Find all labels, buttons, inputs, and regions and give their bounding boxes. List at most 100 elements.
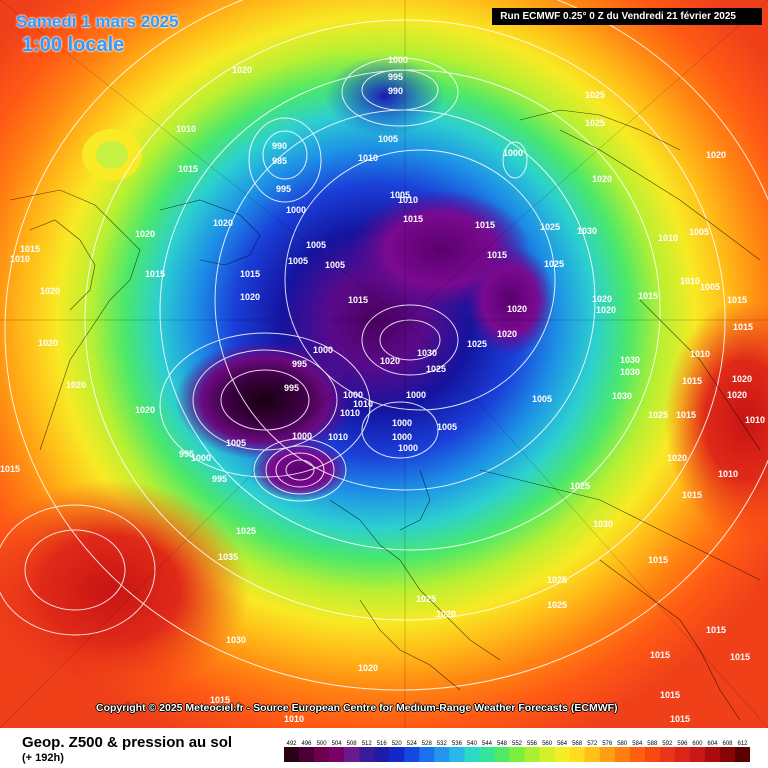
isobar-label: 1025	[467, 339, 487, 349]
legend-swatch	[735, 747, 750, 762]
isobar-label: 1025	[648, 410, 668, 420]
isobar-label: 1010	[398, 195, 418, 205]
isobar-label: 1030	[620, 355, 640, 365]
isobar-label: 1000	[313, 345, 333, 355]
isobar-label: 1015	[638, 291, 658, 301]
legend-tick-label: 512	[362, 741, 373, 747]
isobar-label: 1015	[650, 650, 670, 660]
legend-swatch	[389, 747, 405, 762]
isobar-label: 1000	[503, 148, 523, 158]
legend-tick-label: 572	[587, 741, 598, 747]
isobar-label: 1000	[388, 55, 408, 65]
legend-tick-label: 596	[677, 741, 688, 747]
north-blue-low	[325, 56, 445, 136]
legend-tick-label: 508	[347, 741, 358, 747]
legend-swatch	[509, 747, 525, 762]
isobar-label: 1020	[727, 390, 747, 400]
isobar-label: 1000	[406, 390, 426, 400]
legend-tick-label: 536	[452, 741, 463, 747]
isobar-label: 1015	[682, 490, 702, 500]
color-scale-legend: 492 496 500 504 508 512 516 520 524 528 532 536 540 5…	[284, 741, 750, 762]
legend-tick-label: 532	[437, 741, 448, 747]
isobar-label: 1015	[240, 269, 260, 279]
isobar-label: 1020	[232, 65, 252, 75]
polar-map: 1000 995 990 990 985 995 1000 1005 1010 …	[0, 0, 768, 728]
isobar-label: 1000	[191, 453, 211, 463]
isobar-label: 1010	[353, 399, 373, 409]
isobar-label: 995	[276, 184, 291, 194]
isobar-label: 1020	[135, 405, 155, 415]
legend-swatch	[629, 747, 646, 762]
legend-swatch	[689, 747, 706, 762]
isobar-label: 1005	[689, 227, 709, 237]
isobar-label: 1015	[475, 220, 495, 230]
isobar-label: 1015	[145, 269, 165, 279]
isobar-label: 1010	[10, 254, 30, 264]
isobar-label: 1005	[325, 260, 345, 270]
legend-swatch	[344, 747, 360, 762]
isobar-label: 1020	[436, 609, 456, 619]
isobar-label: 1020	[497, 329, 517, 339]
legend-swatch	[329, 747, 345, 762]
legend-tick-label: 560	[542, 741, 553, 747]
legend-tick-label: 600	[692, 741, 703, 747]
isobar-label: 1000	[398, 443, 418, 453]
isobar-label: 995	[179, 449, 194, 459]
legend-tick-label: 544	[482, 741, 493, 747]
isobar-label: 1015	[676, 410, 696, 420]
legend-tick-label: 612	[737, 741, 748, 747]
isobar-label: 1010	[718, 469, 738, 479]
isobar-label: 1010	[328, 432, 348, 442]
isobar-label: 1020	[240, 292, 260, 302]
legend-tick-label: 592	[662, 741, 673, 747]
legend-tick-label: 588	[647, 741, 658, 747]
isobar-label: 1030	[417, 348, 437, 358]
legend-swatch	[539, 747, 555, 762]
isobar-label: 1020	[667, 453, 687, 463]
legend-swatch	[479, 747, 495, 762]
legend-swatch	[644, 747, 661, 762]
legend-swatch	[464, 747, 480, 762]
isobar-label: 1025	[570, 481, 590, 491]
isobar-label: 1020	[380, 356, 400, 366]
isobar-label: 985	[272, 156, 287, 166]
legend-swatch	[704, 747, 721, 762]
legend-tick-label: 496	[301, 741, 312, 747]
legend-tick-label: 528	[422, 741, 433, 747]
legend-tick-label: 520	[392, 741, 403, 747]
isobar-label: 1025	[236, 526, 256, 536]
isobar-label: 1005	[437, 422, 457, 432]
isobar-label: 1000	[286, 205, 306, 215]
legend-tick-label: 540	[467, 741, 478, 747]
legend-swatch	[659, 747, 676, 762]
isobar-label: 1005	[532, 394, 552, 404]
legend-swatch	[584, 747, 601, 762]
legend-tick-label: 492	[286, 741, 297, 747]
isobar-label: 1025	[540, 222, 560, 232]
isobar-label: 1010	[680, 276, 700, 286]
legend-tick-label: 564	[557, 741, 568, 747]
legend-tick-label: 548	[497, 741, 508, 747]
isobar-label: 995	[212, 474, 227, 484]
isobar-label: 1015	[648, 555, 668, 565]
isobar-label: 1000	[343, 390, 363, 400]
isobar-label: 1005	[288, 256, 308, 266]
isobar-label: 1000	[392, 418, 412, 428]
legend-tick-label: 516	[377, 741, 388, 747]
deep-low-a	[175, 340, 355, 460]
legend-tick-label: 576	[602, 741, 613, 747]
isobar-label: 1020	[66, 380, 86, 390]
isobar-label: 1020	[135, 229, 155, 239]
isobar-label: 1020	[596, 305, 616, 315]
legend-tick-label: 608	[722, 741, 733, 747]
isobar-label: 995	[292, 359, 307, 369]
isobar-label: 1005	[306, 240, 326, 250]
forecast-hour: (+ 192h)	[22, 752, 64, 764]
legend-swatch	[284, 747, 300, 762]
legend-tick-label: 524	[407, 741, 418, 747]
isobar-label: 1035	[218, 552, 238, 562]
legend-swatch	[719, 747, 736, 762]
isobar-label: 1030	[577, 226, 597, 236]
isobar-label: 1015	[20, 244, 40, 254]
legend-swatch	[554, 747, 571, 762]
